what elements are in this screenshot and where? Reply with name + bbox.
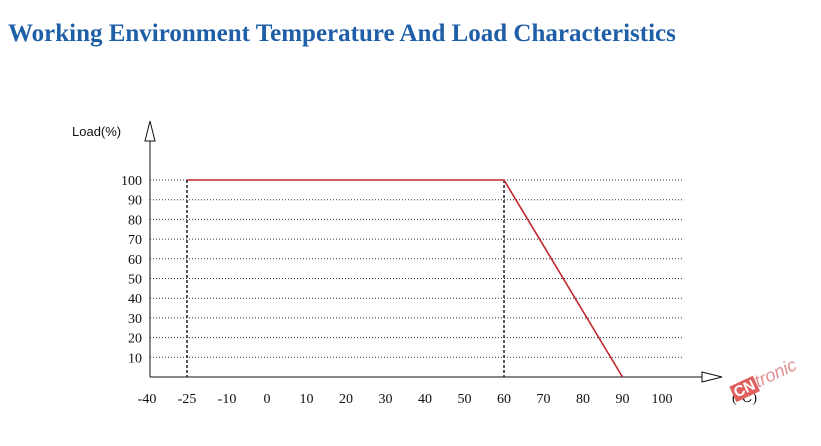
x-tick-labels: -40 -25 -10 0 10 20 30 40 50 60 70 80 90 100 [138,392,673,407]
y-tick-50: 50 [128,273,142,288]
x-tick-20: 20 [339,392,353,407]
x-tick-90: 90 [616,392,630,407]
y-tick-20: 20 [128,332,142,347]
x-tick-80: 80 [576,392,590,407]
x-tick-40: 40 [418,392,432,407]
x-tick-10: 10 [300,392,314,407]
x-tick-30: 30 [379,392,393,407]
y-tick-100: 100 [121,174,142,189]
y-tick-10: 10 [128,351,142,366]
x-tick--40: -40 [138,392,157,407]
series [187,179,624,378]
axes [144,120,723,383]
series-line-0 [187,179,624,378]
page-title: Working Environment Temperature And Load… [8,20,676,47]
x-tick-60: 60 [497,392,511,407]
y-tick-30: 30 [128,312,142,327]
x-tick-70: 70 [537,392,551,407]
reference-lines [186,180,505,377]
x-axis-arrow [701,371,723,383]
y-tick-90: 90 [128,194,142,209]
y-axis-label: Load(%) [72,124,121,139]
y-tick-80: 80 [128,213,142,228]
y-tick-labels: 10 20 30 40 50 60 70 80 90 100 [121,174,142,366]
y-tick-60: 60 [128,253,142,268]
x-tick--10: -10 [218,392,237,407]
y-tick-70: 70 [128,233,142,248]
x-tick--25: -25 [178,392,197,407]
x-tick-0: 0 [264,392,271,407]
gridlines [150,179,683,358]
x-tick-100: 100 [652,392,673,407]
x-tick-50: 50 [458,392,472,407]
y-axis-arrow [144,120,156,142]
y-tick-40: 40 [128,292,142,307]
